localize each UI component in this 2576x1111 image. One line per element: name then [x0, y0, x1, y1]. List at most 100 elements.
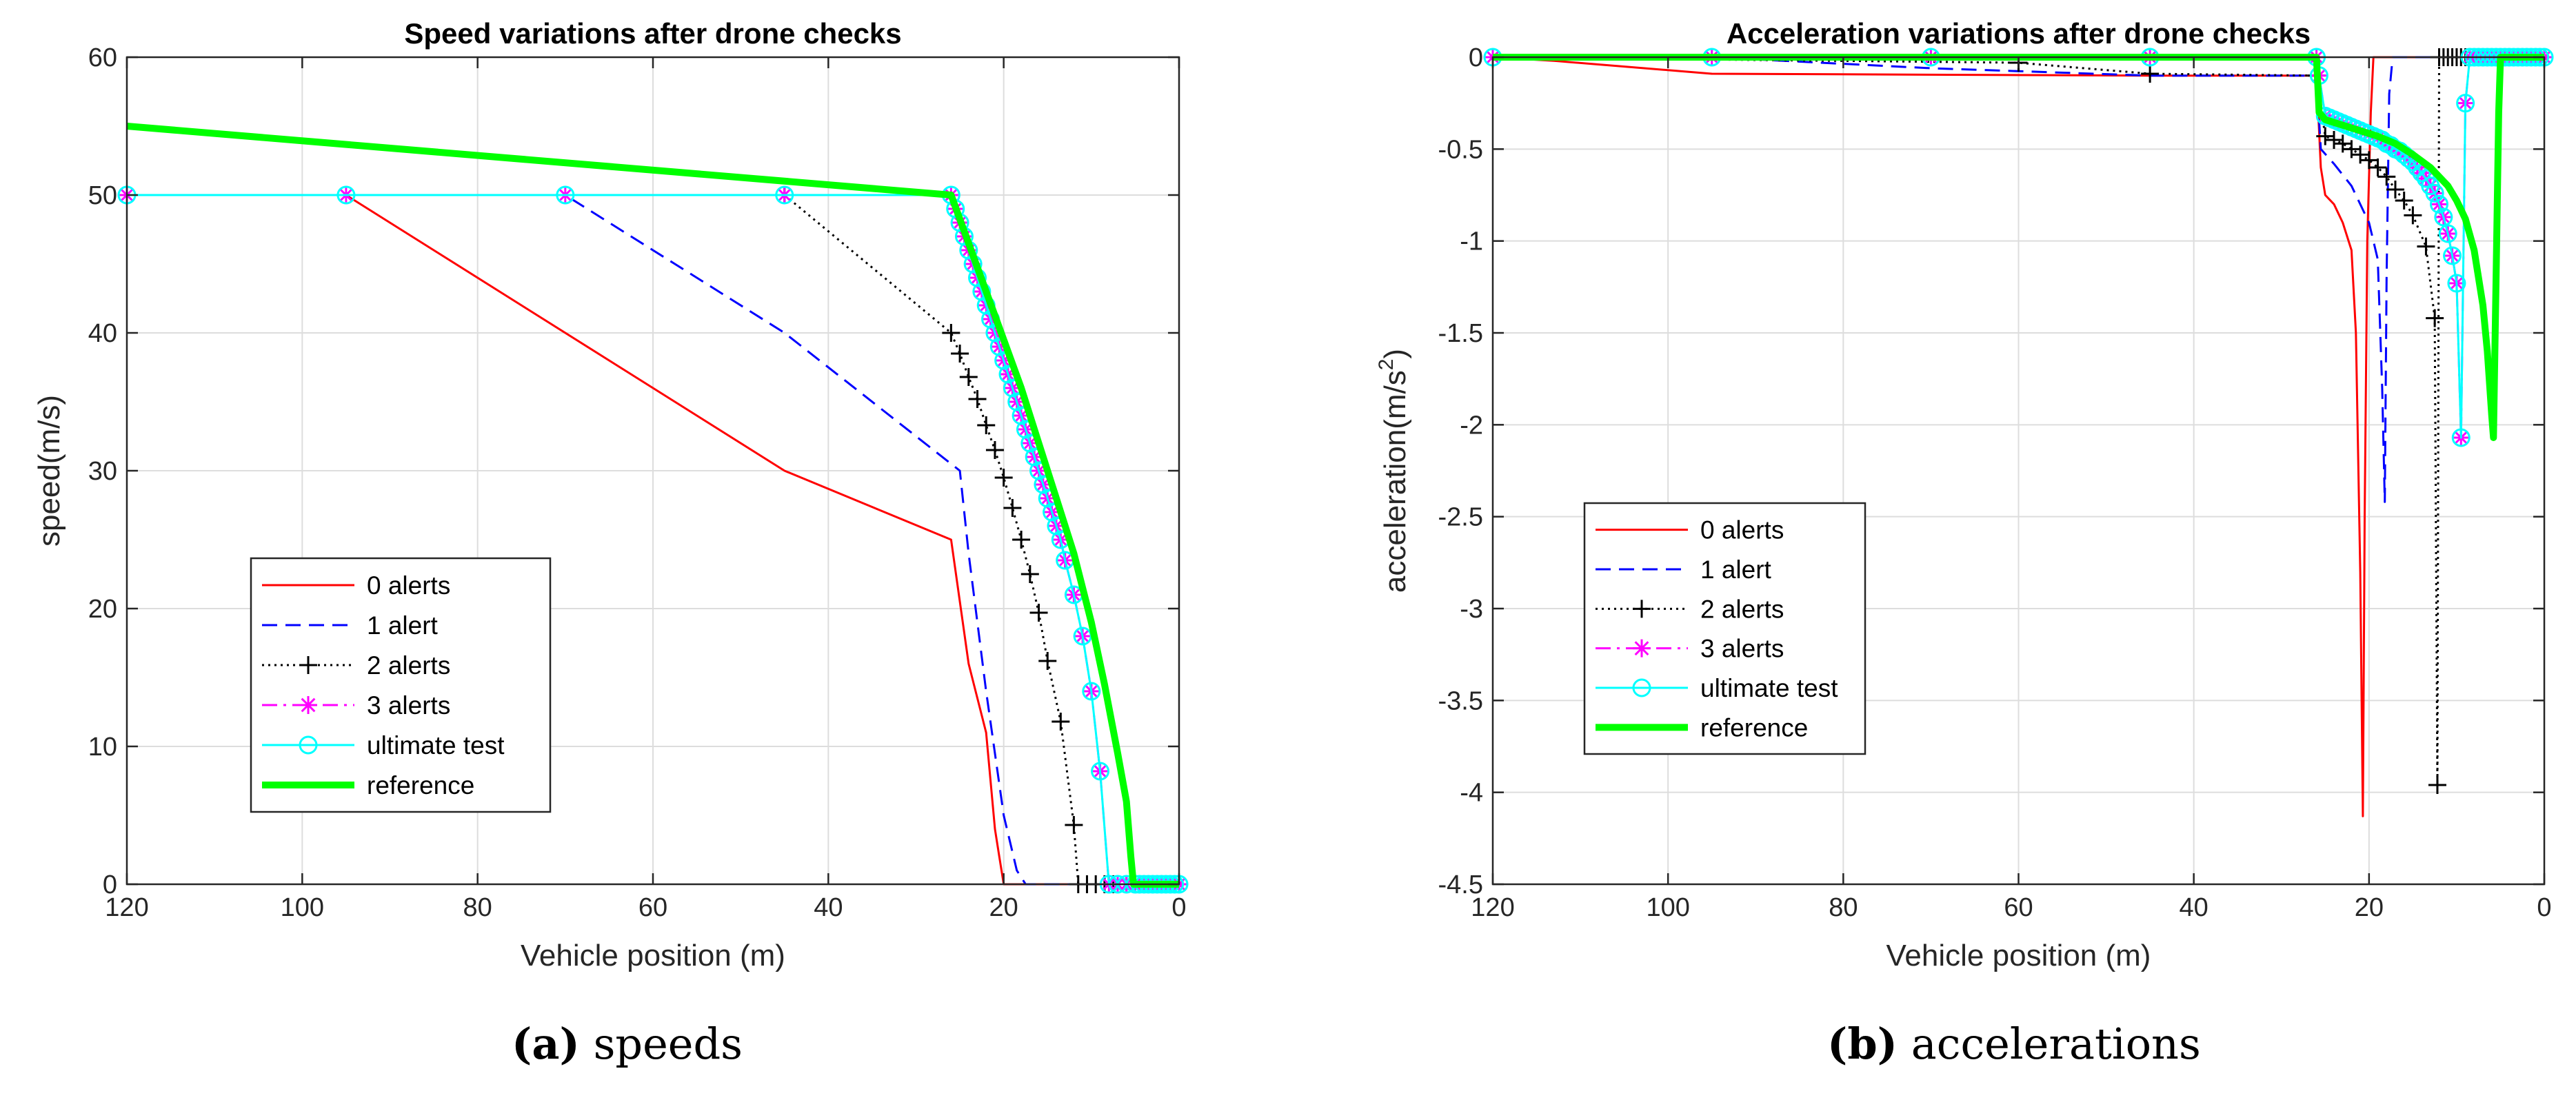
speed-y-tick-label: 40: [88, 319, 117, 348]
speed-series-line-reference: [126, 123, 1179, 888]
accel-series-line-reference: [1493, 54, 2544, 441]
caption-a: (a) speeds: [512, 1019, 743, 1069]
speed-point-ultimate-test: [556, 185, 575, 205]
accel-point-2-alerts: [2359, 151, 2378, 170]
accel-y-axis-label: acceleration(m/s2): [1375, 349, 1412, 593]
accel-point-ultimate-test: [2456, 94, 2475, 113]
accel-point-ultimate-test: [2443, 246, 2462, 265]
panel-accelerations: 120 100 80 60 40 20 0 0 -0.5 -1 -1.5 -2 -2.5 -3 -3.5 -4…: [1375, 17, 2554, 972]
speed-point-2-alerts: [994, 469, 1013, 487]
speed-point-2-alerts: [1029, 604, 1048, 622]
speed-point-2-alerts: [1038, 652, 1057, 670]
accel-point-ultimate-test: [2430, 194, 2448, 214]
accel-y-tick-label: -0.5: [1438, 135, 1483, 164]
speed-x-tick-label: 100: [281, 893, 324, 922]
speed-x-tick-label: 40: [814, 893, 843, 922]
speed-point-2-alerts: [1012, 531, 1031, 549]
accel-y-tick-label: 0: [1469, 43, 1483, 72]
speed-point-2-alerts: [942, 324, 960, 342]
accel-x-axis-label: Vehicle position (m): [1886, 939, 2151, 972]
accel-chart-title: Acceleration variations after drone chec…: [1727, 17, 2311, 50]
accel-point-ultimate-test: [2425, 183, 2444, 203]
accel-point-2-alerts: [2428, 776, 2446, 794]
speed-point-ultimate-test: [1082, 682, 1101, 701]
speed-legend-label-0-alerts: 0 alerts: [367, 571, 450, 600]
caption-a-label: (a): [512, 1019, 580, 1069]
accel-y-tick-label: -1.5: [1438, 319, 1483, 348]
speed-x-axis-label: Vehicle position (m): [521, 939, 785, 972]
accel-y-axis-label-main: acceleration(m/s: [1378, 370, 1412, 593]
accel-point-2-alerts: [2426, 309, 2444, 327]
accel-point-2-alerts: [2316, 127, 2335, 145]
accel-y-axis-label-exponent: 2: [1375, 359, 1398, 371]
speed-x-tick-label: 0: [1171, 893, 1186, 922]
caption-b: (b) accelerations: [1827, 1019, 2201, 1069]
speed-point-2-alerts: [968, 390, 987, 408]
speed-x-tick-label: 60: [638, 893, 667, 922]
speed-y-tick-label: 50: [88, 181, 117, 210]
speed-x-tick-label: 120: [105, 893, 148, 922]
speed-series-line-2-alerts: [127, 194, 1179, 886]
accel-legend-box: [1583, 502, 1866, 755]
accel-point-2-alerts: [2417, 237, 2435, 256]
panel-speeds: 120 100 80 60 40 20 0 0 10 20 30 40 50 60 Speed variat…: [32, 17, 1189, 972]
speed-y-tick-label: 60: [88, 43, 117, 72]
speed-y-tick-label: 30: [88, 457, 117, 486]
accel-legend-label-0-alerts: 0 alerts: [1700, 516, 1784, 544]
caption-b-text: accelerations: [1911, 1019, 2201, 1069]
accel-point-2-alerts: [2386, 181, 2404, 198]
accel-y-tick-label: -4.5: [1438, 870, 1483, 899]
speed-legend-marker-ultimate-test: [299, 735, 318, 755]
accel-y-tick-label: -1: [1460, 227, 1483, 256]
accel-y-tick-label: -2.5: [1438, 503, 1483, 532]
speed-legend-label-3-alerts: 3 alerts: [367, 691, 450, 720]
speed-point-2-alerts: [1003, 499, 1022, 517]
speed-legend-label-2-alerts: 2 alerts: [367, 651, 450, 680]
accel-point-2-alerts: [2368, 159, 2387, 176]
accel-x-tick-label: 40: [2180, 893, 2208, 922]
accel-y-tick-label: -3.5: [1438, 686, 1483, 715]
accel-legend-label-1-alert: 1 alert: [1700, 556, 1772, 584]
speed-point-2-alerts: [951, 345, 969, 363]
speed-y-tick-label: 20: [88, 595, 117, 624]
accel-series-line-1-alert: [1493, 56, 2544, 503]
accel-legend-marker-3-alerts: [1633, 639, 1651, 658]
speed-y-tick-label: 0: [103, 870, 117, 899]
speed-point-ultimate-test: [1091, 762, 1110, 781]
speed-legend-marker-3-alerts: [299, 696, 317, 714]
speed-point-2-alerts: [977, 416, 996, 434]
speed-point-ultimate-test: [775, 185, 794, 205]
accel-point-ultimate-test: [2447, 274, 2466, 293]
speed-y-axis-label: speed(m/s): [32, 395, 66, 547]
caption-b-label: (b): [1827, 1019, 1898, 1069]
accel-point-2-alerts: [2404, 206, 2422, 225]
speed-series-line-1-alert: [127, 194, 1179, 886]
accel-x-tick-label: 0: [2537, 893, 2551, 922]
speed-legend-label-1-alert: 1 alert: [367, 611, 439, 640]
accel-point-ultimate-test: [2438, 224, 2457, 243]
speed-legend-box: [250, 557, 552, 813]
accel-point-ultimate-test: [2451, 428, 2471, 447]
accel-x-tick-label: 100: [1646, 893, 1689, 922]
speed-point-ultimate-test: [336, 185, 356, 205]
accel-x-tick-label: 80: [1829, 893, 1858, 922]
accel-point-2-alerts: [2325, 131, 2343, 149]
accel-point-2-alerts: [2141, 65, 2160, 83]
accel-x-tick-label: 120: [1471, 893, 1514, 922]
accel-y-axis-label-close: ): [1378, 349, 1412, 359]
accel-point-2-alerts: [2377, 167, 2396, 186]
accel-legend-marker-ultimate-test: [1632, 678, 1651, 697]
speed-point-2-alerts: [1020, 565, 1039, 583]
caption-a-text: speeds: [593, 1019, 743, 1069]
accel-y-tick-label: -2: [1460, 411, 1483, 440]
accel-legend-label-3-alerts: 3 alerts: [1700, 635, 1784, 663]
speed-point-2-alerts: [985, 441, 1004, 459]
speed-point-2-alerts: [959, 368, 978, 386]
accel-y-tick-label: -4: [1460, 779, 1483, 808]
speed-chart-title: Speed variations after drone checks: [404, 17, 901, 50]
accel-y-tick-label: -3: [1460, 595, 1483, 624]
speed-x-tick-label: 20: [989, 893, 1018, 922]
speed-legend-label-reference: reference: [367, 771, 474, 799]
accel-x-tick-label: 60: [2004, 893, 2033, 922]
